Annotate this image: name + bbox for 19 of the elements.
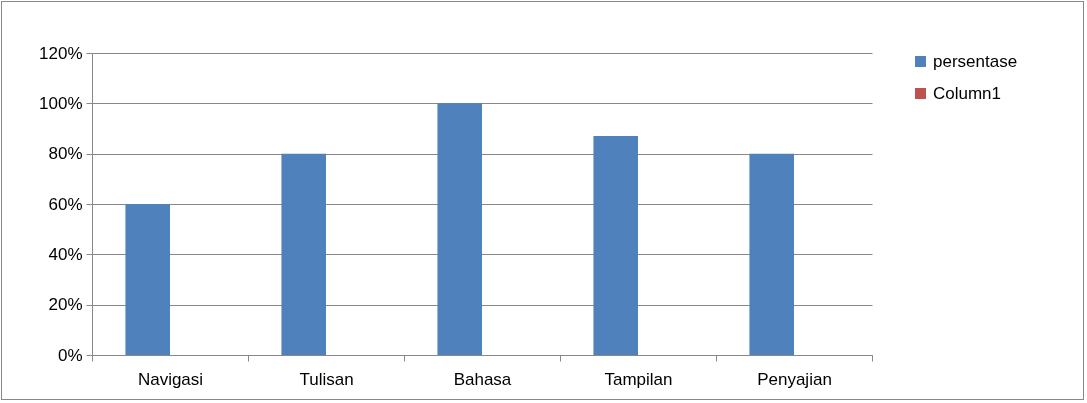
bar <box>593 136 638 355</box>
bar <box>749 153 794 355</box>
y-tick-label: 20% <box>48 295 83 315</box>
y-tick-label: 60% <box>48 194 83 214</box>
bar <box>125 204 170 355</box>
y-tick-label: 40% <box>48 244 83 264</box>
bar <box>437 103 482 355</box>
y-tick-label: 80% <box>48 144 83 164</box>
x-tick-label: Navigasi <box>137 369 204 389</box>
legend-label: persentase <box>933 51 1018 71</box>
y-tick-label: 120% <box>39 43 83 63</box>
legend-label: Column1 <box>933 83 1002 103</box>
x-tick-label: Bahasa <box>453 369 512 389</box>
x-tick-label: Tampilan <box>604 369 673 389</box>
y-tick-label: 0% <box>57 345 83 365</box>
y-tick-label: 100% <box>39 93 83 113</box>
x-tick-label: Tulisan <box>299 369 354 389</box>
bar <box>281 153 326 355</box>
x-tick-label: Penyajian <box>757 369 832 389</box>
